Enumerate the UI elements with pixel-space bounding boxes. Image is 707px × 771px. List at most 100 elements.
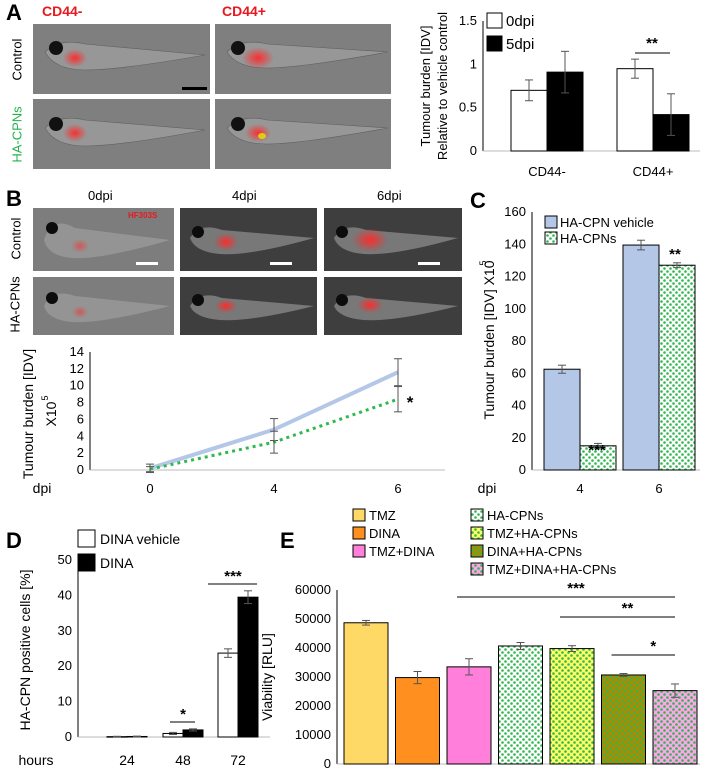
legend-swatch-e [470,526,484,540]
panel-b-y-axis-label-2-sup: 5 [40,395,50,400]
row-label-hacpns: HA-CPNs [9,106,25,163]
panel-d-x-tick-label: 72 [230,752,246,768]
legend-label-e: TMZ+DINA+HA-CPNs [487,562,617,577]
panel-d-ytick-label: 40 [58,587,72,602]
legend-label-dina-vehicle: DINA vehicle [100,531,180,547]
panel-c-significance-label: ** [669,246,681,263]
panel-b-x-tick-label: 0 [146,481,153,496]
legend-swatch-e [352,544,366,558]
panel-b-ytick-label: 0 [77,462,84,477]
row-label-b-hacpns: HA-CPNs [7,276,23,333]
panel-c-x-tick-label: 4 [576,481,583,496]
panel-b-ytick-label: 10 [70,378,84,393]
panel-c-significance-label: *** [588,442,606,459]
panel-a-bar [616,68,654,152]
panel-a-y-axis-label: Tumour burden [IDV] [418,26,433,147]
panel-c-bar [543,368,581,471]
legend-swatch-5dpi [486,35,503,52]
scale-bar [136,262,158,265]
panel-e-ytick-label: 50000 [295,611,331,626]
panel-e-bar [395,677,440,765]
panel-a-x-tick-label: CD44- [528,164,566,179]
legend-swatch-hacpns [544,231,558,245]
panel-label-d: D [6,528,22,553]
column-label-4dpi: 4dpi [232,188,257,203]
panel-d-bar [237,596,259,738]
panel-d-ytick-label: 10 [58,694,72,709]
panel-e-ytick-label: 40000 [295,640,331,655]
legend-swatch-hacpn-vehicle [544,215,558,229]
row-label-b-control: Control [8,217,24,260]
panel-c-ytick-label: 20 [512,430,526,445]
panel-d-bar [217,652,239,738]
panel-c-y-axis-label-sup: 5 [478,260,488,265]
panel-c-ytick-label: 40 [512,398,526,413]
panel-a-x-tick-label: CD44+ [633,164,674,179]
panel-e-bar [549,648,595,765]
panel-a-ytick-label: 0.5 [459,100,477,115]
panel-e-ytick-label: 30000 [295,669,331,684]
legend-label-e: TMZ+DINA [369,544,435,559]
panel-c-ytick-label: 100 [504,301,526,316]
panel-c-ytick-label: 60 [512,365,526,380]
panel-b-y-axis-label-2: X10 [43,401,59,426]
overlay-cell-line-label: HF303S [128,211,158,220]
panel-a-y-axis-label-2: Relative to vehicle control [435,12,450,160]
panel-e-ytick-label: 60000 [295,582,331,597]
column-label-cd44pos: CD44+ [222,3,266,19]
legend-label-hacpn-vehicle: HA-CPN vehicle [560,215,654,230]
legend-label-5dpi: 5dpi [506,36,534,53]
legend-label-dina: DINA [100,555,134,571]
panel-c-x-prefix: dpi [478,480,497,496]
panel-d-y-axis-label: HA-CPN positive cells [%] [17,569,33,730]
panel-a-significance-label: ** [646,35,658,52]
scale-bar [270,262,292,265]
panel-d-significance-label: * [180,706,186,723]
panel-e-bar [652,690,698,765]
panel-b-ytick-label: 6 [77,411,84,426]
panel-label-c: C [470,188,486,213]
panel-d-ytick-label: 30 [58,623,72,638]
panel-c-ytick-label: 160 [504,204,526,219]
panel-label-a: A [6,0,22,25]
panel-e-significance-label: *** [567,580,585,597]
panel-b-x-tick-label: 6 [394,481,401,496]
legend-swatch-e [470,508,484,522]
legend-label-e: HA-CPNs [487,508,544,523]
panel-d-x-tick-label: 48 [175,752,191,768]
panel-label-b: B [6,186,22,211]
panel-c-y-axis-label: Tumour burden [IDV] X10 [481,260,497,419]
panel-e-significance-label: ** [622,600,634,617]
panel-b-y-axis-label: Tumour burden [IDV] [20,349,36,479]
panel-b-ytick-label: 4 [77,428,84,443]
panel-b-significance-label: * [407,393,414,412]
panel-a-micrographs [33,24,391,169]
panel-c-bar [579,445,617,471]
row-label-control: Control [9,38,25,81]
legend-swatch-e [352,508,366,522]
legend-label-0dpi: 0dpi [506,13,534,30]
panel-d-x-prefix: hours [18,752,53,768]
panel-c-bar [658,264,696,471]
panel-a-ytick-label: 1.5 [459,13,477,28]
panel-d-ytick-label: 0 [65,729,72,744]
panel-b-micrographs [33,208,462,335]
legend-label-hacpns: HA-CPNs [560,231,617,246]
column-label-6dpi: 6dpi [377,188,402,203]
panel-e-bar [601,674,646,765]
panel-e-ytick-label: 10000 [295,727,331,742]
panel-e-bar [446,666,492,765]
panel-e-bar [343,622,389,765]
panel-d-significance-label: *** [224,568,242,585]
panel-e-bar [498,645,543,765]
legend-swatch-0dpi [486,12,503,29]
legend-label-e: DINA [369,526,400,541]
panel-b-x-prefix: dpi [33,480,52,496]
scale-bar [182,87,207,90]
panel-d-ytick-label: 50 [58,552,72,567]
column-label-0dpi: 0dpi [88,188,113,203]
panel-a-ytick-label: 1 [470,56,477,71]
panel-a-ytick-label: 0 [470,143,477,158]
panel-b-x-tick-label: 4 [270,481,277,496]
legend-swatch-dina [77,553,96,572]
